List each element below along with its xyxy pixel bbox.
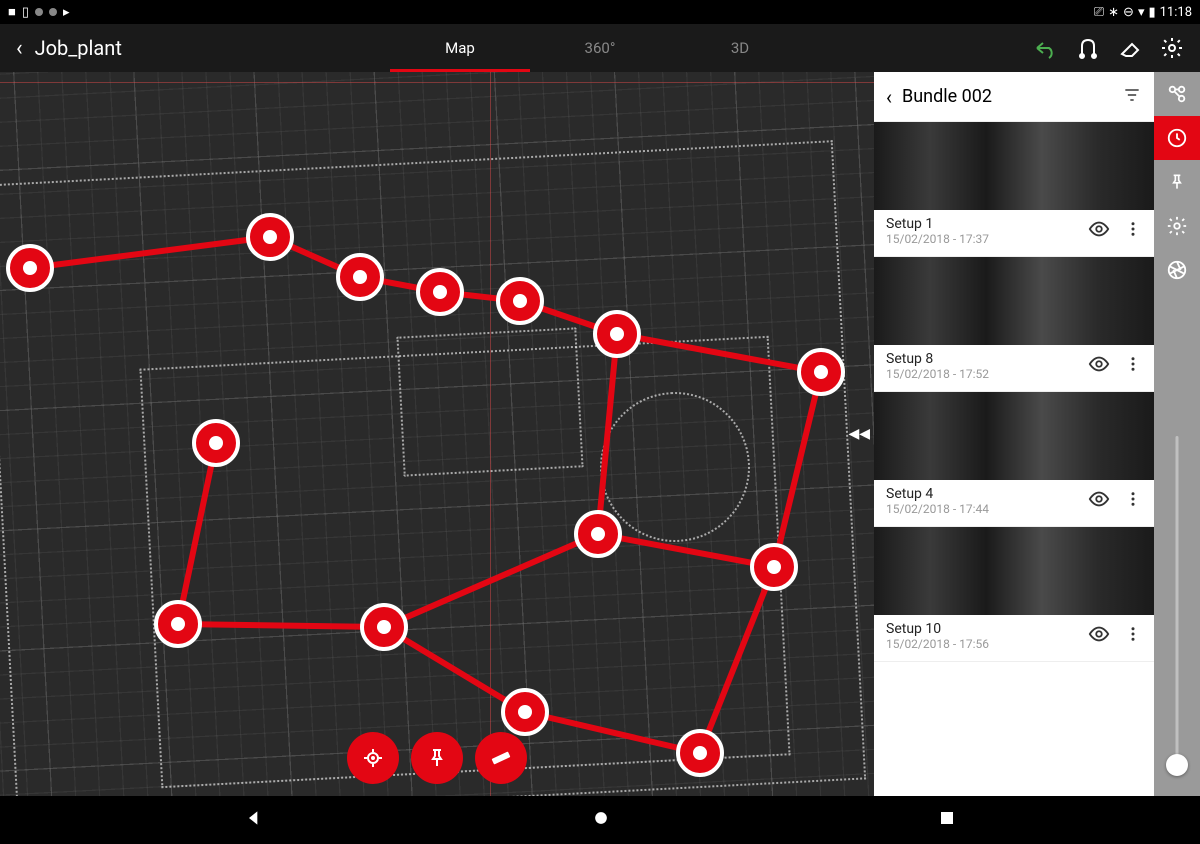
opacity-slider-track[interactable]	[1176, 436, 1179, 766]
visibility-toggle[interactable]	[1088, 623, 1110, 649]
setup-name: Setup 4	[886, 486, 1088, 502]
cast-icon: ⎚	[1094, 5, 1104, 20]
nav-recent-button[interactable]	[938, 809, 956, 831]
main-area: ◀◀ ‹ Bundle 002 Setup 1 15/	[0, 72, 1200, 796]
link-icon[interactable]	[1154, 72, 1200, 116]
opacity-slider-knob[interactable]	[1166, 754, 1188, 776]
tab-3d[interactable]: 3D	[670, 24, 810, 72]
more-options-button[interactable]	[1124, 355, 1142, 377]
scan-point[interactable]	[595, 312, 639, 356]
measure-tool-button[interactable]	[475, 732, 527, 784]
undo-button[interactable]	[1034, 36, 1058, 60]
visibility-toggle[interactable]	[1088, 218, 1110, 244]
setup-name: Setup 8	[886, 351, 1088, 367]
android-status-bar: ■ ▯ ▸ ⎚ ∗ ⊖ ▾ ▮ 11:18	[0, 0, 1200, 24]
clock-icon[interactable]	[1154, 116, 1200, 160]
scan-point[interactable]	[8, 246, 52, 290]
battery-icon: ▮	[1148, 5, 1155, 20]
more-options-button[interactable]	[1124, 220, 1142, 242]
dnd-icon: ⊖	[1123, 5, 1134, 20]
scan-point[interactable]	[678, 731, 722, 775]
scan-point[interactable]	[576, 512, 620, 556]
bundle-panel: ‹ Bundle 002 Setup 1 15/02/2018 - 17:37	[874, 72, 1154, 796]
panel-back-button[interactable]: ‹	[886, 85, 892, 109]
visibility-toggle[interactable]	[1088, 488, 1110, 514]
setup-thumbnail[interactable]	[874, 392, 1154, 480]
scan-graph	[0, 72, 874, 796]
panel-header: ‹ Bundle 002	[874, 72, 1154, 122]
setup-item[interactable]: Setup 4 15/02/2018 - 17:44	[874, 392, 1154, 527]
center-tool-button[interactable]	[347, 732, 399, 784]
map-toolbar	[347, 732, 527, 784]
setup-date: 15/02/2018 - 17:56	[886, 637, 1088, 651]
setup-date: 15/02/2018 - 17:52	[886, 367, 1088, 381]
location-icon: ▸	[63, 5, 70, 20]
status-dot	[35, 8, 43, 16]
tab-map[interactable]: Map	[390, 24, 530, 72]
scan-point[interactable]	[498, 279, 542, 323]
map-viewport[interactable]: ◀◀	[0, 72, 874, 796]
aperture-icon[interactable]	[1154, 248, 1200, 292]
right-tool-rail	[1154, 72, 1200, 796]
scan-point[interactable]	[799, 350, 843, 394]
eraser-button[interactable]	[1118, 36, 1142, 60]
scan-point[interactable]	[503, 690, 547, 734]
scan-point[interactable]	[362, 605, 406, 649]
nav-home-button[interactable]	[591, 808, 611, 832]
setup-name: Setup 1	[886, 216, 1088, 232]
setup-date: 15/02/2018 - 17:44	[886, 502, 1088, 516]
scan-point[interactable]	[194, 421, 238, 465]
wifi-icon: ▾	[1138, 5, 1145, 20]
scan-point[interactable]	[418, 270, 462, 314]
setup-name: Setup 10	[886, 621, 1088, 637]
path-button[interactable]	[1076, 36, 1100, 60]
scan-point[interactable]	[752, 545, 796, 589]
scan-point[interactable]	[338, 255, 382, 299]
panel-title: Bundle 002	[902, 86, 1112, 107]
setup-thumbnail[interactable]	[874, 122, 1154, 210]
visibility-toggle[interactable]	[1088, 353, 1110, 379]
view-tabs: Map 360° 3D	[390, 24, 810, 72]
filter-button[interactable]	[1122, 85, 1142, 109]
pin-tool-button[interactable]	[411, 732, 463, 784]
android-nav-bar	[0, 796, 1200, 844]
bluetooth-icon: ∗	[1108, 5, 1119, 20]
settings-button[interactable]	[1160, 36, 1184, 60]
more-options-button[interactable]	[1124, 625, 1142, 647]
setup-list[interactable]: Setup 1 15/02/2018 - 17:37 Setup 8 15/02…	[874, 122, 1154, 796]
status-left: ■ ▯ ▸	[8, 4, 70, 20]
status-dot	[49, 8, 57, 16]
panel-collapse-handle[interactable]: ◀◀	[844, 422, 874, 446]
job-title: Job_plant	[35, 36, 122, 60]
nav-back-button[interactable]	[244, 808, 264, 832]
device-icon: ▯	[22, 5, 29, 20]
pin-icon[interactable]	[1154, 160, 1200, 204]
camera-icon: ■	[8, 4, 16, 20]
gear-icon[interactable]	[1154, 204, 1200, 248]
setup-thumbnail[interactable]	[874, 527, 1154, 615]
back-button[interactable]: ‹	[16, 36, 23, 61]
status-right: ⎚ ∗ ⊖ ▾ ▮ 11:18	[1094, 5, 1192, 20]
more-options-button[interactable]	[1124, 490, 1142, 512]
setup-item[interactable]: Setup 1 15/02/2018 - 17:37	[874, 122, 1154, 257]
setup-item[interactable]: Setup 10 15/02/2018 - 17:56	[874, 527, 1154, 662]
setup-item[interactable]: Setup 8 15/02/2018 - 17:52	[874, 257, 1154, 392]
setup-thumbnail[interactable]	[874, 257, 1154, 345]
tab-360[interactable]: 360°	[530, 24, 670, 72]
status-time: 11:18	[1160, 5, 1192, 20]
scan-point[interactable]	[248, 215, 292, 259]
setup-date: 15/02/2018 - 17:37	[886, 232, 1088, 246]
scan-point[interactable]	[156, 602, 200, 646]
app-top-bar: ‹ Job_plant Map 360° 3D	[0, 24, 1200, 72]
